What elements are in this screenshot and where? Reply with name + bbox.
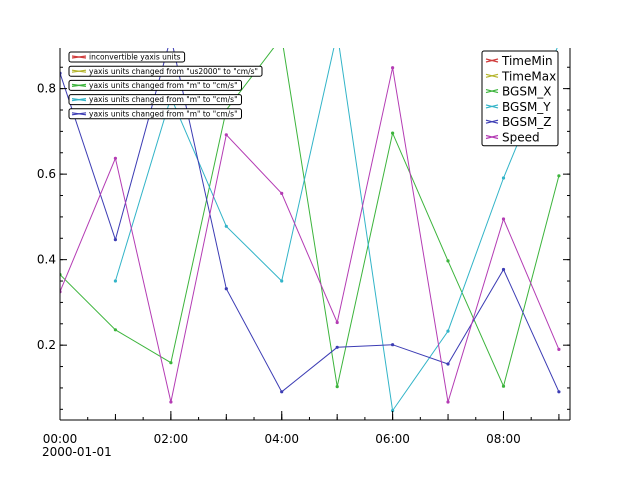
legend-label: TimeMax: [501, 69, 556, 83]
legend-item-speed[interactable]: Speed: [485, 131, 540, 145]
data-point: [446, 362, 450, 366]
series-bgsm_z: [60, 36, 561, 394]
data-point: [336, 31, 339, 34]
annotation-text: yaxis units changed from "m" to "cm/s": [89, 109, 238, 118]
data-point: [446, 329, 450, 333]
legend-label: BGSM_X: [502, 85, 552, 99]
legend-item-timemax[interactable]: TimeMax: [485, 69, 556, 83]
data-point: [335, 320, 339, 325]
data-point: [280, 279, 284, 283]
annotation-text: yaxis units changed from "us2000" to "cm…: [89, 67, 258, 76]
annotation-frame: [68, 51, 186, 63]
data-point: [335, 345, 339, 349]
data-point: [501, 267, 506, 272]
legend-swatch: [485, 73, 499, 78]
legend-swatch: [485, 89, 499, 94]
data-point: [113, 238, 117, 242]
annotation-swatch: [71, 98, 87, 102]
y-tick-label: 0.8: [37, 82, 56, 96]
legend-label: BGSM_Y: [502, 100, 551, 114]
legend-item-bgsm_x[interactable]: BGSM_X: [485, 85, 552, 99]
legend-label: BGSM_Z: [502, 115, 552, 129]
data-point: [113, 279, 117, 283]
legend-item-bgsm_z[interactable]: BGSM_Z: [485, 115, 552, 129]
data-point: [391, 409, 395, 413]
data-point: [224, 287, 228, 291]
data-point: [280, 36, 283, 39]
data-point: [224, 224, 228, 228]
x-tick-label: 02:00: [154, 432, 189, 446]
series-line-bgsm_z: [60, 48, 560, 393]
x-tick-label: 04:00: [264, 432, 299, 446]
series-line-speed: [60, 67, 560, 403]
data-point: [446, 259, 450, 263]
annotation-text: yaxis units changed from "m" to "cm/s": [89, 95, 238, 104]
legend-swatch: [485, 119, 499, 124]
data-point: [501, 176, 506, 180]
data-point: [169, 400, 173, 404]
annotation-frame: [68, 108, 242, 120]
data-point: [557, 347, 561, 351]
legend-label: TimeMin: [501, 54, 553, 68]
data-point: [335, 385, 339, 389]
data-point: [113, 328, 117, 332]
legend-frame: [481, 50, 559, 147]
annotation-swatch: [71, 83, 87, 87]
legend-item-bgsm_y[interactable]: BGSM_Y: [485, 100, 551, 114]
data-point: [169, 36, 172, 39]
data-point: [113, 156, 117, 160]
annotation-frame: [68, 79, 242, 91]
data-point: [169, 361, 173, 365]
y-tick-label: 0.4: [37, 253, 56, 267]
y-tick-label: 0.6: [37, 167, 56, 181]
data-point: [391, 131, 395, 135]
annotation-swatch: [71, 55, 87, 59]
x-tick-label: 00:00: [43, 432, 78, 446]
x-tick-label: 06:00: [375, 432, 410, 446]
series-line-bgsm_x: [60, 48, 560, 388]
data-point: [280, 390, 284, 394]
data-point: [557, 174, 561, 178]
annotation-box: yaxis units changed from "m" to "cm/s": [68, 108, 242, 120]
series-speed: [60, 66, 561, 404]
legend-swatch: [485, 58, 499, 63]
annotation-swatch: [71, 69, 87, 73]
data-point: [280, 191, 284, 195]
annotation-text: yaxis units changed from "m" to "cm/s": [89, 81, 238, 90]
annotation-swatch: [71, 112, 87, 116]
data-point: [391, 343, 395, 347]
data-point: [557, 390, 561, 394]
legend-swatch: [485, 134, 499, 140]
series-line-bgsm_y: [114, 48, 558, 412]
x-tick-label: 08:00: [486, 432, 521, 446]
data-point: [557, 42, 560, 45]
data-point: [224, 133, 228, 137]
annotations: inconvertible yaxis units yaxis units cha…: [68, 51, 263, 120]
annotation-box: inconvertible yaxis units: [68, 51, 186, 63]
annotation-box: yaxis units changed from "m" to "cm/s": [68, 94, 242, 106]
data-point: [501, 217, 506, 221]
data-point: [391, 66, 395, 70]
legend-item-timemin[interactable]: TimeMin: [485, 54, 553, 68]
annotation-box: yaxis units changed from "us2000" to "cm…: [68, 65, 263, 77]
legend-swatch: [485, 104, 499, 109]
axes-layer: 0.2 0.4 0.6 0.8 00:00 02:00 04:00 06:00 08:00 200…: [37, 48, 571, 459]
annotation-text: inconvertible yaxis units: [89, 53, 181, 62]
legend-label: Speed: [502, 131, 540, 145]
data-point: [501, 384, 506, 388]
x-tick-date-label: 2000-01-01: [42, 445, 112, 459]
y-tick-label: 0.2: [37, 338, 56, 352]
annotation-frame: [68, 65, 263, 77]
data-point: [446, 400, 450, 404]
annotation-frame: [68, 94, 242, 106]
annotation-box: yaxis units changed from "m" to "cm/s": [68, 79, 242, 91]
